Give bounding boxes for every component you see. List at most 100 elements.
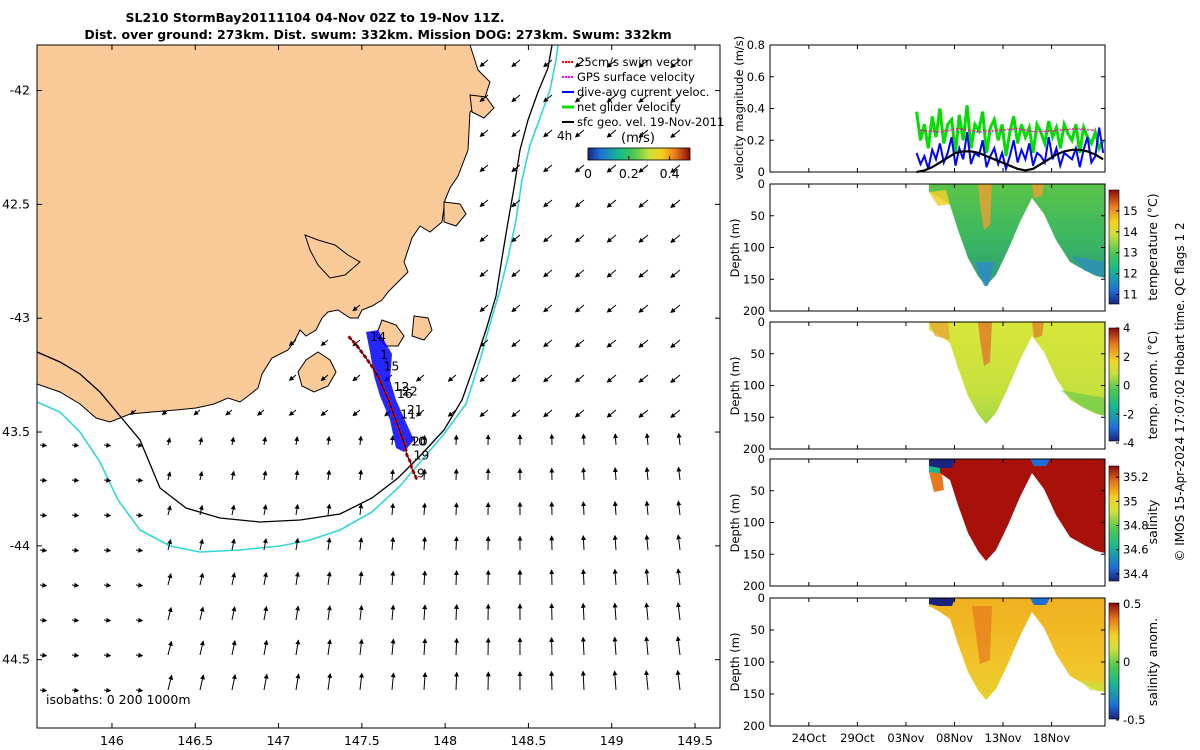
current-vector-arrow: [231, 640, 237, 656]
current-vector-arrow: [543, 234, 553, 243]
panel-ytick-label: 100: [743, 241, 765, 255]
time-xtick-label: 18Nov: [1033, 731, 1070, 745]
current-vector-arrow: [543, 199, 553, 208]
panel-ytick-label: 150: [743, 272, 765, 286]
panel-ytick-label: 0.6: [747, 70, 765, 84]
current-vector-arrow: [230, 504, 236, 516]
current-vector-arrow: [606, 199, 617, 208]
current-vector-arrow: [358, 469, 364, 481]
current-vector-arrow: [39, 687, 48, 693]
current-vector-arrow: [543, 339, 553, 348]
current-vector-arrow: [103, 547, 112, 553]
current-vector-arrow: [167, 572, 173, 586]
map-ytick-label: 43.5: [2, 424, 30, 439]
time-xtick-label: 24Oct: [792, 731, 827, 745]
current-vector-arrow: [511, 374, 521, 383]
current-vector-arrow: [670, 269, 681, 279]
current-vector-arrow: [574, 59, 585, 68]
current-vector-arrow: [606, 269, 617, 278]
current-vector-arrow: [670, 129, 681, 139]
current-vector-arrow: [358, 537, 364, 551]
current-vector-arrow: [71, 512, 80, 518]
current-vector-arrow: [71, 687, 80, 693]
current-vector-arrow: [39, 442, 48, 448]
current-vector-arrow: [479, 94, 489, 102]
colorbar-tick-label: 12: [1123, 267, 1138, 281]
temp-anomaly-panel: Depth (m) temp. anom. (°C): [728, 321, 1160, 450]
current-vector-arrow: [644, 432, 650, 446]
current-vector-arrow: [479, 269, 489, 277]
current-vector-arrow: [580, 670, 586, 691]
current-vector-arrow: [479, 374, 489, 382]
map-ytick-label: 42.5: [2, 196, 30, 211]
current-vector-arrow: [135, 617, 144, 623]
current-vector-arrow: [295, 639, 301, 656]
current-vector-arrow: [358, 435, 364, 446]
current-vector-arrow: [612, 568, 618, 586]
map-xtick-label: 148: [433, 733, 457, 748]
current-vector-arrow: [638, 374, 649, 383]
salinity-panel: Depth (m) salinity: [728, 458, 1160, 587]
current-vector-arrow: [166, 505, 172, 516]
current-vector-arrow: [543, 94, 553, 103]
current-vector-arrow: [390, 570, 396, 586]
current-vector-arrow: [676, 500, 682, 516]
current-vector-arrow: [581, 433, 587, 446]
panel-ytick-label: 0.4: [747, 102, 765, 116]
panel-ytick-label: 150: [743, 410, 765, 424]
current-vector-arrow: [644, 466, 650, 481]
current-vector-arrow: [574, 409, 585, 418]
current-vector-arrow: [103, 652, 112, 658]
current-vector-arrow: [225, 409, 233, 416]
current-vector-arrow: [294, 537, 300, 551]
current-vector-arrow: [612, 602, 618, 621]
current-vector-arrow: [320, 339, 329, 347]
current-vector-arrow: [670, 409, 681, 419]
glider-day-label: 21: [407, 402, 423, 417]
current-vector-arrow: [675, 669, 681, 691]
map-xtick-label: 147: [267, 733, 291, 748]
current-vector-arrow: [638, 164, 649, 173]
current-vector-arrow: [543, 269, 553, 278]
current-vector-arrow: [606, 339, 617, 348]
colorbar-tick-label: 13: [1123, 246, 1138, 260]
map-xtick-label: 147.5: [344, 733, 380, 748]
current-vector-arrow: [580, 602, 586, 621]
time-xtick-label: 29Oct: [840, 731, 875, 745]
map-colorbar-tick: 0: [584, 166, 592, 181]
current-vector-arrow: [543, 409, 553, 418]
current-vector-arrow: [71, 582, 80, 588]
colorbar-tick-label: 14: [1123, 225, 1138, 239]
panel-ytick-label: 200: [743, 442, 765, 456]
current-vector-arrow: [129, 409, 137, 415]
current-vector-arrow: [39, 617, 48, 623]
panel-ytick-label: 0.8: [747, 38, 765, 52]
panel-ytick-label: 100: [743, 655, 765, 669]
glider-day-label: 1: [380, 347, 388, 362]
current-vector-arrow: [263, 605, 269, 621]
glider-day-label: 10: [410, 434, 426, 449]
current-vector-arrow: [358, 672, 364, 691]
current-vector-arrow: [479, 304, 489, 312]
colorbar-tick-label: -0.5: [1123, 713, 1145, 727]
current-vector-arrow: [135, 512, 144, 518]
legend-swim-vector: 25cm/s swim vector: [577, 55, 693, 69]
panel-ytick-label: 200: [743, 579, 765, 593]
current-vector-arrow: [193, 409, 201, 416]
current-vector-arrow: [644, 500, 650, 516]
current-vector-arrow: [415, 374, 425, 382]
current-vector-arrow: [670, 59, 681, 69]
panel-ytick-label: 50: [750, 484, 765, 498]
colorbar-tick-label: 2: [1123, 350, 1130, 364]
panel-ytick-label: 0: [758, 177, 765, 191]
current-vector-arrow: [644, 568, 650, 586]
glider-day-label: 15: [383, 359, 399, 374]
current-vector-arrow: [103, 687, 112, 693]
current-vector-arrow: [574, 199, 585, 208]
current-vector-arrow: [230, 470, 236, 481]
current-vector-arrow: [638, 234, 649, 243]
current-vector-arrow: [103, 617, 112, 623]
current-vector-arrow: [670, 339, 681, 349]
glider-day-label: 22: [402, 384, 418, 399]
